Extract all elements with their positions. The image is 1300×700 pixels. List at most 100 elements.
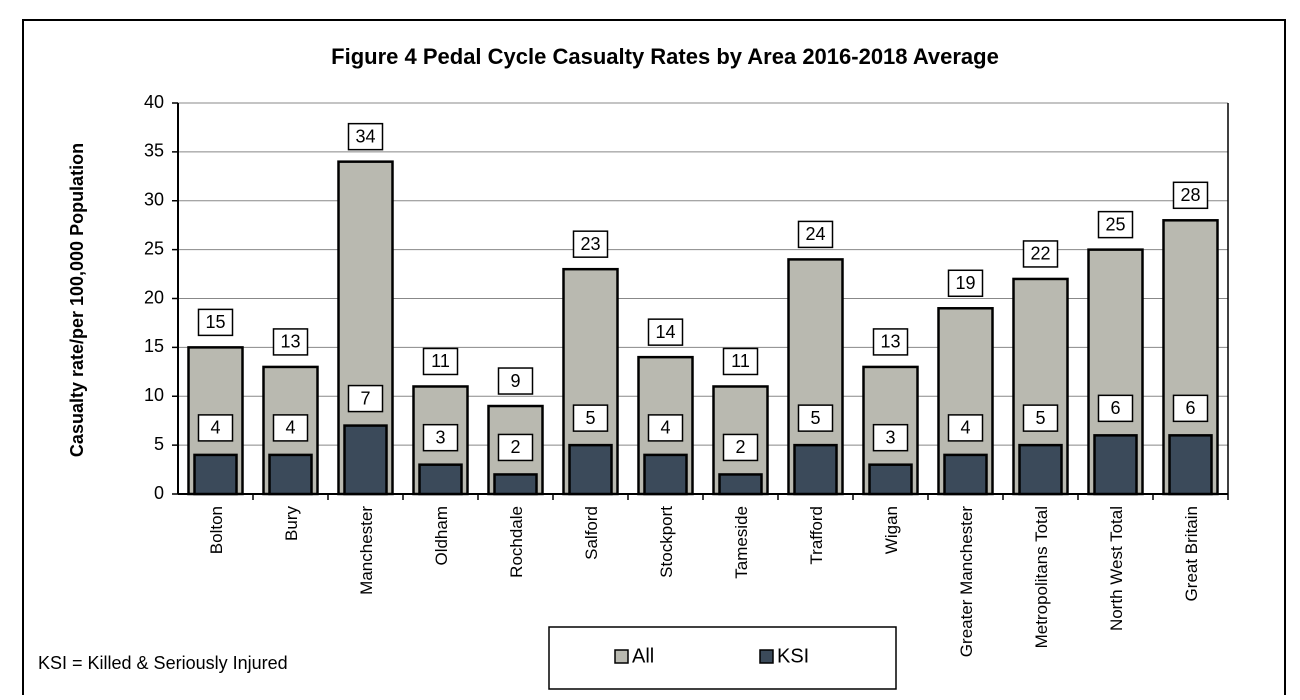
legend-swatch (614, 649, 629, 664)
value-label: 4 (210, 418, 220, 438)
value-label: 3 (885, 427, 895, 447)
value-label-box (647, 414, 684, 442)
bar (868, 463, 913, 496)
x-tick-label: Manchester (357, 506, 376, 595)
x-tick-label: Bury (282, 506, 301, 541)
value-label: 22 (1030, 244, 1050, 264)
value-label: 11 (731, 351, 750, 371)
chart-title: Figure 4 Pedal Cycle Casualty Rates by A… (331, 44, 999, 69)
y-tick-label: 25 (144, 238, 164, 258)
bar (418, 463, 463, 496)
value-label-box (947, 269, 984, 298)
bar (1093, 434, 1138, 496)
value-label-box (1097, 394, 1134, 423)
frame (22, 19, 1286, 695)
value-label-box (572, 404, 609, 432)
bar (493, 473, 538, 496)
x-tick-label: North West Total (1107, 506, 1126, 631)
value-label-box (872, 423, 909, 452)
value-label: 2 (735, 437, 745, 457)
bar (1168, 434, 1213, 496)
value-label-box (197, 308, 234, 337)
value-label: 2 (510, 437, 520, 457)
bar (568, 443, 613, 496)
value-label: 25 (1105, 214, 1125, 234)
y-tick-label: 35 (144, 141, 164, 161)
value-label-box (797, 404, 834, 432)
y-tick-label: 15 (144, 336, 164, 356)
value-label-box (1097, 210, 1134, 239)
x-tick-label: Rochdale (507, 506, 526, 578)
value-label-box (1172, 181, 1209, 210)
value-label-box (797, 220, 834, 249)
value-label: 4 (285, 418, 295, 438)
value-label: 6 (1185, 398, 1195, 418)
value-label-box (647, 318, 684, 346)
x-tick-label: Metropolitans Total (1032, 506, 1051, 648)
x-tick-label: Greater Manchester (957, 506, 976, 658)
legend-label: KSI (777, 645, 809, 667)
value-label: 34 (355, 126, 375, 146)
y-tick-label: 30 (144, 190, 164, 210)
value-label-box (572, 230, 609, 258)
value-label: 15 (205, 312, 225, 332)
bar (343, 424, 388, 496)
value-label: 13 (280, 332, 300, 352)
value-label: 9 (510, 371, 520, 391)
x-tick-label: Oldham (432, 506, 451, 566)
value-label-box (347, 122, 384, 151)
value-label-box (422, 347, 459, 376)
x-tick-label: Stockport (657, 506, 676, 578)
value-label: 23 (580, 234, 600, 254)
bar (718, 473, 763, 496)
legend-swatch (759, 649, 774, 664)
y-tick-label: 20 (144, 287, 164, 307)
value-label-box (1022, 404, 1059, 432)
value-label: 5 (810, 408, 820, 428)
value-label: 4 (960, 418, 970, 438)
bar (943, 453, 988, 496)
bar (793, 443, 838, 496)
value-label: 13 (880, 332, 900, 352)
value-label: 6 (1110, 398, 1120, 418)
value-label: 7 (360, 388, 370, 408)
y-axis-label: Casualty rate/per 100,000 Population (67, 143, 87, 457)
value-label-box (272, 414, 309, 442)
value-label: 3 (435, 427, 445, 447)
value-label-box (497, 367, 534, 395)
bar (643, 453, 688, 496)
note: KSI = Killed & Seriously Injured (38, 653, 288, 673)
legend (548, 626, 897, 690)
value-label: 4 (660, 418, 670, 438)
x-tick-label: Wigan (882, 506, 901, 554)
value-label-box (872, 328, 909, 356)
value-label-box (422, 423, 459, 452)
y-tick-label: 40 (144, 92, 164, 112)
bar (193, 453, 238, 496)
value-label: 14 (655, 322, 675, 342)
value-label-box (197, 414, 234, 442)
value-label-box (347, 384, 384, 413)
x-tick-label: Salford (582, 506, 601, 560)
value-label-box (947, 414, 984, 442)
x-tick-label: Great Britain (1182, 506, 1201, 601)
value-label: 28 (1180, 185, 1200, 205)
value-label-box (497, 433, 534, 462)
value-label: 5 (1035, 408, 1045, 428)
value-label: 5 (585, 408, 595, 428)
value-label-box (1172, 394, 1209, 423)
y-tick-label: 0 (154, 483, 164, 503)
value-label-box (1022, 240, 1059, 268)
value-label-box (272, 328, 309, 356)
bar (268, 453, 313, 496)
bar (1018, 443, 1063, 496)
y-tick-label: 5 (154, 434, 164, 454)
value-label: 19 (955, 273, 975, 293)
value-label: 24 (805, 224, 825, 244)
x-tick-label: Tameside (732, 506, 751, 579)
x-tick-label: Bolton (207, 506, 226, 554)
y-tick-label: 10 (144, 385, 164, 405)
value-label: 11 (431, 351, 450, 371)
legend-label: All (632, 645, 654, 667)
